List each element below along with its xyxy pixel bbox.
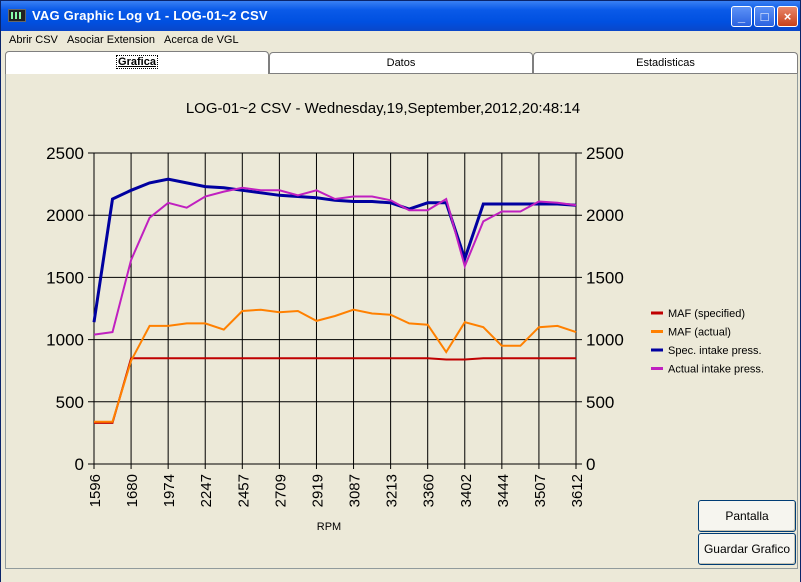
x-tick-label: 2247	[198, 474, 215, 507]
y-tick-right: 2500	[586, 144, 624, 163]
y-tick-left: 0	[75, 455, 84, 474]
x-tick-label: 3087	[347, 474, 364, 507]
legend-entry: Actual intake press.	[668, 364, 764, 376]
window-title: VAG Graphic Log v1 - LOG-01~2 CSV	[32, 8, 268, 23]
y-tick-left: 2500	[46, 144, 84, 163]
y-tick-left: 1000	[46, 331, 84, 350]
series-line	[94, 308, 577, 423]
x-tick-label: 1596	[87, 474, 104, 507]
tab-strip: Grafica Datos Estadisticas	[5, 51, 798, 74]
x-tick-label: 2457	[235, 474, 252, 507]
y-tick-right: 500	[586, 393, 614, 412]
x-tick-label: 3360	[421, 474, 438, 507]
rpm-chart: LOG-01~2 CSV - Wednesday,19,September,20…	[46, 100, 764, 533]
x-tick-label: 3444	[495, 474, 512, 507]
tab-grafica-label: Grafica	[116, 55, 158, 69]
series-line	[94, 357, 576, 424]
chart-panel: LOG-01~2 CSV - Wednesday,19,September,20…	[5, 73, 798, 569]
chart-series	[92, 177, 577, 424]
y-tick-left: 500	[56, 393, 84, 412]
legend-entry: Spec. intake press.	[668, 345, 762, 357]
tab-grafica[interactable]: Grafica	[5, 51, 269, 74]
series-line	[92, 177, 577, 323]
x-tick-label: 3213	[384, 474, 401, 507]
menu-bar: Abrir CSV Asociar Extension Acerca de VG…	[1, 31, 800, 51]
close-button[interactable]: ×	[777, 6, 798, 27]
save-chart-button[interactable]: Guardar Grafico	[698, 533, 796, 565]
title-bar[interactable]: VAG Graphic Log v1 - LOG-01~2 CSV _ □ ×	[1, 1, 800, 31]
y-tick-left: 2000	[46, 206, 84, 225]
tab-estadisticas[interactable]: Estadisticas	[533, 52, 798, 73]
menu-acerca-de[interactable]: Acerca de VGL	[164, 34, 239, 46]
menu-asociar-extension[interactable]: Asociar Extension	[67, 34, 156, 46]
y-tick-right: 2000	[586, 206, 624, 225]
minimize-button[interactable]: _	[731, 6, 752, 27]
x-tick-label: 3402	[458, 474, 475, 507]
y-tick-right: 0	[586, 455, 595, 474]
y-tick-right: 1500	[586, 268, 624, 287]
x-tick-label: 3612	[569, 474, 586, 507]
chart-title: LOG-01~2 CSV - Wednesday,19,September,20…	[186, 100, 580, 117]
status-bar	[1, 569, 800, 582]
x-tick-label: 2919	[309, 474, 326, 507]
x-tick-label: 1974	[161, 474, 178, 507]
x-tick-label: 2709	[272, 474, 289, 507]
tab-datos[interactable]: Datos	[269, 52, 533, 73]
x-axis-label: RPM	[317, 521, 341, 533]
x-tick-label: 3507	[532, 474, 549, 507]
legend-entry: MAF (actual)	[668, 327, 731, 339]
app-logo-icon	[8, 9, 26, 22]
series-line	[93, 186, 577, 336]
y-tick-right: 1000	[586, 331, 624, 350]
y-tick-left: 1500	[46, 268, 84, 287]
chart-legend: MAF (specified) MAF (actual) Spec. intake …	[651, 308, 764, 376]
x-tick-label: 1680	[124, 474, 141, 507]
legend-entry: MAF (specified)	[668, 308, 745, 320]
chart-axes: 0 0 500 500 1000 1000 1500 1500 2000 2000 2500 2500…	[46, 144, 624, 507]
menu-abrir-csv[interactable]: Abrir CSV	[9, 34, 58, 46]
fullscreen-button[interactable]: Pantalla Completa	[698, 500, 796, 553]
maximize-button[interactable]: □	[754, 6, 775, 27]
